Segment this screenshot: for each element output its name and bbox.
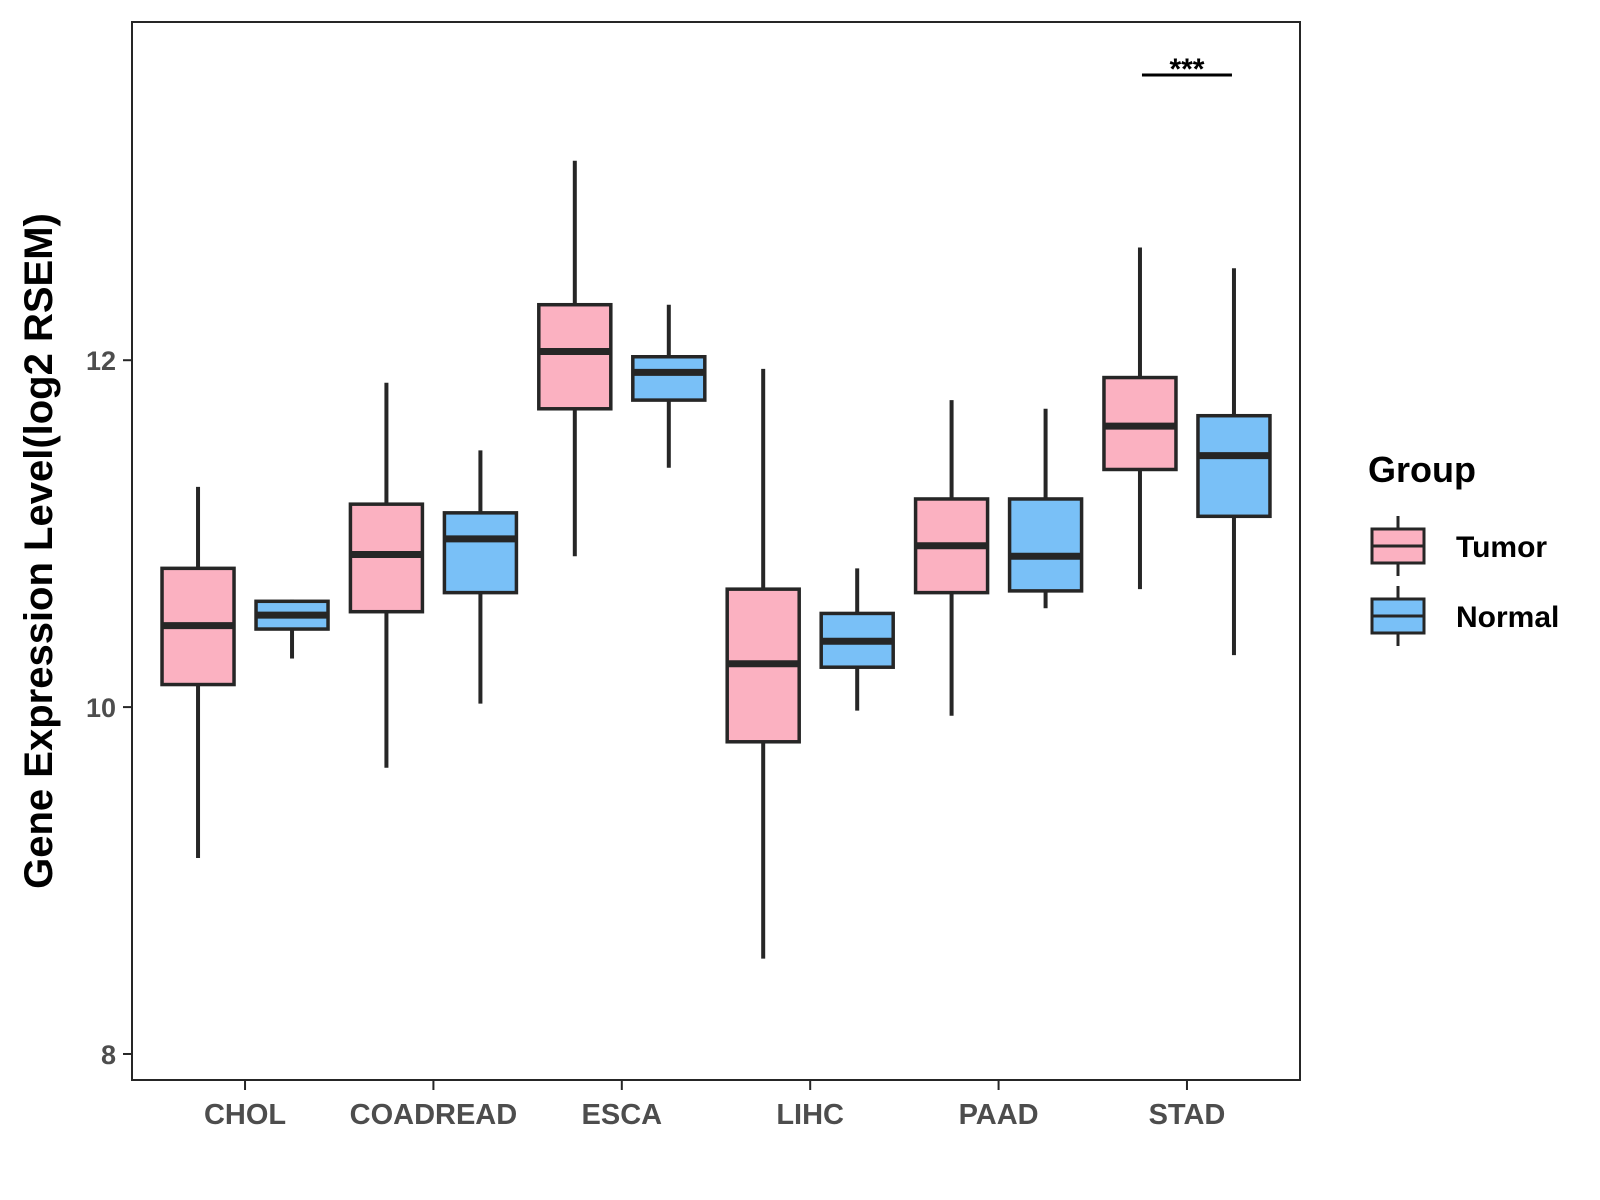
- plot-area: ***: [160, 53, 1272, 959]
- box-body: [631, 354, 707, 402]
- box-tumor-lihc: [725, 368, 801, 959]
- box-normal-chol: [254, 599, 330, 659]
- box-normal-coadread: [442, 450, 519, 704]
- x-tick-label-chol: CHOL: [204, 1099, 286, 1131]
- plot-border: [131, 21, 1301, 1081]
- y-tick-label-12: 12: [86, 346, 116, 376]
- x-tick-label-lihc: LIHC: [776, 1099, 844, 1131]
- x-tick-label-stad: STAD: [1149, 1099, 1226, 1131]
- box-tumor-paad: [913, 400, 990, 716]
- legend-title: Group: [1368, 449, 1476, 490]
- y-axis-title: Gene Expression Level(log2 RSEM): [17, 213, 61, 889]
- box-normal-esca: [631, 304, 707, 468]
- box-body: [537, 302, 613, 411]
- box-normal-lihc: [819, 568, 895, 711]
- legend-key-tumor: [1370, 516, 1426, 576]
- x-tick-label-paad: PAAD: [959, 1099, 1039, 1131]
- box-normal-paad: [1007, 408, 1084, 609]
- box-body: [1007, 497, 1084, 593]
- axes: 8 10 12 CHOL COADREAD ESCA LIHC PAAD STAD Gene Ex…: [17, 21, 1301, 1131]
- x-tick-label-coadread: COADREAD: [350, 1099, 518, 1131]
- box-tumor-stad: [1102, 247, 1178, 590]
- legend: Group Tumor Normal: [1368, 449, 1559, 646]
- box-body: [1196, 413, 1272, 519]
- box-tumor-esca: [537, 160, 613, 557]
- box-tumor-coadread: [348, 382, 425, 768]
- box-normal-stad: [1196, 268, 1272, 656]
- legend-key-normal: [1370, 586, 1426, 646]
- legend-label-tumor: Tumor: [1456, 531, 1547, 564]
- box-body: [442, 511, 519, 595]
- x-tick-label-esca: ESCA: [582, 1099, 663, 1131]
- box-tumor-chol: [160, 486, 236, 858]
- y-tick-label-8: 8: [101, 1040, 116, 1070]
- significance-label: ***: [1169, 53, 1204, 86]
- legend-label-normal: Normal: [1456, 601, 1559, 634]
- y-tick-label-10: 10: [86, 693, 116, 723]
